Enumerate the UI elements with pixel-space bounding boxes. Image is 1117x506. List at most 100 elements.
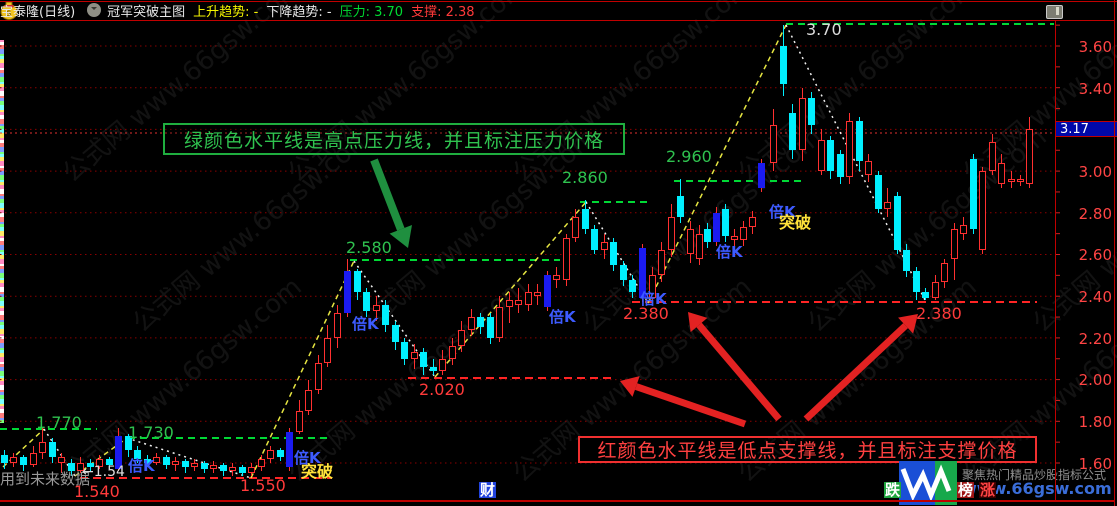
up-trend-field: 上升趋势: - — [193, 4, 259, 20]
candle-body — [827, 139, 834, 172]
candle-body — [979, 171, 986, 251]
pressure-field: 压力: 3.70 — [339, 4, 404, 20]
candle-body — [884, 202, 891, 209]
mini-bar — [0, 371, 4, 376]
candle-wick — [61, 452, 62, 474]
mini-bar — [0, 45, 4, 49]
mini-bar — [0, 278, 4, 280]
mini-bar — [0, 418, 4, 420]
candle-body — [87, 463, 94, 468]
axis-label: 2.40 — [1078, 288, 1112, 306]
mini-bar — [0, 322, 4, 325]
candle-body — [220, 465, 227, 472]
candle-body — [903, 250, 910, 272]
mini-bar — [0, 147, 4, 152]
axis-label: 3.40 — [1078, 80, 1112, 98]
mini-bar — [0, 357, 4, 362]
mini-bar — [0, 250, 4, 252]
candle-body — [115, 435, 122, 470]
candle-body — [506, 300, 513, 307]
panel-toggle-icon[interactable] — [1046, 5, 1063, 19]
candle-body — [468, 317, 475, 330]
mini-bar — [0, 115, 4, 119]
mini-bar — [0, 208, 4, 210]
candle-body — [639, 248, 646, 299]
candle-body — [687, 229, 694, 255]
candle-body — [591, 229, 598, 251]
resistance-explainer-box: 绿颜色水平线是高点压力线，并且标注压力价格 — [163, 123, 625, 155]
mini-bar — [0, 56, 4, 59]
mini-bar — [0, 224, 4, 227]
candle-body — [865, 160, 872, 176]
mini-bar — [0, 171, 4, 175]
mini-bar — [0, 49, 4, 54]
candle-body — [39, 442, 46, 453]
mini-bar — [0, 112, 4, 115]
chart-top-border — [0, 20, 1115, 21]
mini-bar — [0, 152, 4, 154]
mini-bar — [0, 133, 4, 138]
mini-bar — [0, 381, 4, 385]
mini-bar — [0, 392, 4, 395]
axis-label: 2.80 — [1078, 205, 1112, 223]
mini-bar — [0, 91, 4, 96]
mini-bar — [0, 185, 4, 189]
candle-body — [324, 337, 331, 363]
chevron-down-icon[interactable] — [87, 3, 102, 17]
candle-body — [808, 98, 815, 126]
candle-body — [544, 275, 551, 307]
axis-label: 2.00 — [1078, 371, 1112, 389]
candle-body — [668, 216, 675, 251]
resistance-price-label: 1.730 — [128, 423, 174, 442]
candle-wick — [1011, 171, 1012, 188]
mini-bar — [0, 180, 4, 182]
candle-body — [258, 458, 265, 468]
breakout-label: 突破 — [301, 462, 334, 481]
candle-body — [210, 465, 217, 470]
candle-body — [534, 292, 541, 297]
candle-body — [799, 98, 806, 151]
candle-body — [629, 279, 636, 293]
mini-bar — [0, 213, 4, 217]
candle-body — [1017, 179, 1024, 182]
mini-bar — [0, 308, 4, 311]
candle-body — [1026, 129, 1033, 184]
mini-bar — [0, 297, 4, 301]
candle-body — [758, 162, 765, 188]
candle-body — [875, 175, 882, 209]
mini-bar — [0, 110, 4, 112]
mini-bar — [0, 98, 4, 101]
down-trend-field: 下降趋势: - — [266, 4, 332, 20]
zigzag-up-segment — [647, 24, 787, 304]
resistance-price-label: 2.580 — [346, 238, 392, 257]
candle-body — [354, 271, 361, 293]
panel-separator-line — [0, 500, 1115, 502]
mini-bar — [0, 194, 4, 196]
candle-body — [68, 463, 75, 472]
candle-body — [989, 141, 996, 172]
candle-body — [286, 431, 293, 468]
mini-bar — [0, 350, 4, 353]
candle-body — [487, 317, 494, 338]
mini-bar — [0, 404, 4, 406]
mini-bar — [0, 362, 4, 364]
mini-bar — [0, 294, 4, 297]
current-price-tag: 3.17 — [1056, 121, 1117, 137]
candle-body — [740, 227, 747, 240]
mini-bar — [0, 306, 4, 308]
candle-body — [30, 452, 37, 466]
candle-body — [722, 208, 729, 236]
mini-bar — [0, 96, 4, 98]
mini-bar — [0, 231, 4, 236]
indicator-name[interactable]: 冠军突破主图 — [107, 4, 186, 20]
mini-bar — [0, 140, 4, 143]
mini-bar — [0, 82, 4, 84]
candle-body — [153, 456, 160, 463]
candle-body — [439, 358, 446, 372]
candle-body — [970, 158, 977, 230]
candle-wick — [734, 229, 735, 255]
zigzag-up-segment — [2, 428, 45, 468]
candle-body — [713, 212, 720, 242]
